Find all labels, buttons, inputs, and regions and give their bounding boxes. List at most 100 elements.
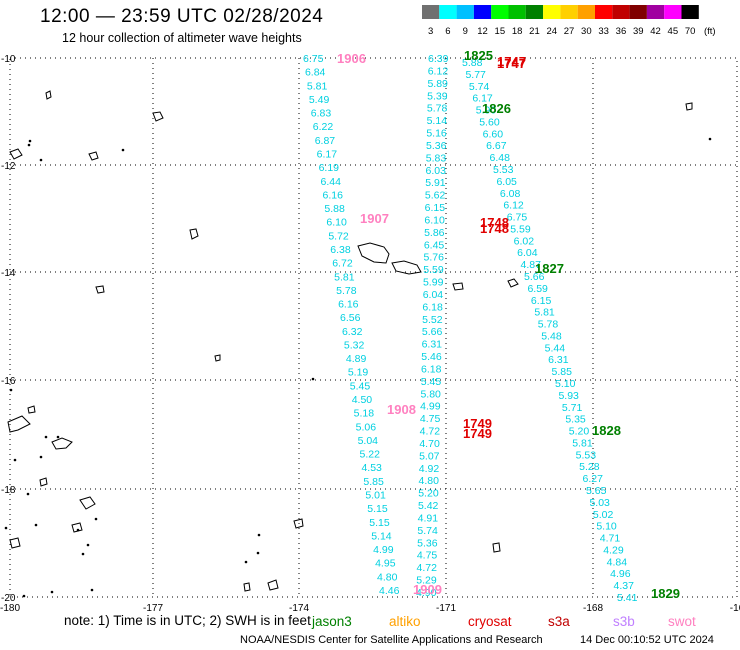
wave-height-value: 6.16 xyxy=(338,299,359,311)
pass-label: 1826 xyxy=(482,101,511,116)
pass-label: 1749 xyxy=(463,426,492,441)
legend-label: 70 xyxy=(685,26,696,37)
island-dot xyxy=(22,594,26,598)
legend-swatch xyxy=(681,5,699,19)
legend-swatch xyxy=(491,5,509,19)
wave-height-value: 4.71 xyxy=(600,533,621,545)
wave-height-value: 5.03 xyxy=(589,497,610,509)
island-dot xyxy=(256,551,260,555)
satellite-label-jason3: jason3 xyxy=(312,614,352,629)
wave-height-value: 6.44 xyxy=(321,176,342,188)
wave-height-value: 6.45 xyxy=(424,239,445,251)
lon-tick-label: -171 xyxy=(436,603,456,614)
pass-label: 1748 xyxy=(480,215,509,230)
lon-tick-label: -177 xyxy=(143,603,163,614)
island-dot xyxy=(76,528,80,532)
wave-height-value: 5.41 xyxy=(617,592,638,604)
pass-label: 1906 xyxy=(337,51,366,66)
wave-height-value: 5.14 xyxy=(371,530,392,542)
wave-height-value: 6.04 xyxy=(423,289,444,301)
wave-height-value: 5.85 xyxy=(363,476,384,488)
island-dot xyxy=(34,523,38,527)
island-fiji-lau-1 xyxy=(7,415,31,433)
island-dot xyxy=(9,388,13,392)
wave-height-value: 5.59 xyxy=(510,223,531,235)
wave-height-value: 5.78 xyxy=(427,103,448,115)
wave-height-value: 6.10 xyxy=(424,214,445,226)
legend-label: 33 xyxy=(598,26,609,37)
island-small-4 xyxy=(95,285,105,294)
wave-height-value: 5.53 xyxy=(493,164,514,176)
legend-swatch xyxy=(439,5,457,19)
wave-height-value: 5.66 xyxy=(524,271,545,283)
wave-height-value: 5.14 xyxy=(427,115,448,127)
wave-height-value: 5.45 xyxy=(350,380,371,392)
legend-swatch xyxy=(525,5,544,19)
wave-height-value: 6.02 xyxy=(514,235,535,247)
pass-label: 1748 xyxy=(480,221,509,236)
lat-tick-label: -20 xyxy=(1,593,16,604)
wave-height-value: 5.80 xyxy=(420,388,441,400)
wave-height-value: 6.27 xyxy=(583,473,604,485)
island-small-5 xyxy=(685,102,693,111)
wave-height-value: 6.48 xyxy=(490,152,511,164)
wave-height-value: 5.88 xyxy=(324,203,345,215)
island-dot xyxy=(4,526,8,530)
pass-label: 1828 xyxy=(592,423,621,438)
island-dot xyxy=(257,533,261,537)
wave-height-value: 5.90 xyxy=(476,105,497,117)
lon-tick-label: -168 xyxy=(583,603,603,614)
legend-label: 9 xyxy=(463,26,468,37)
island-dot xyxy=(50,590,54,594)
wave-height-value: 6.87 xyxy=(315,135,336,147)
wave-height-value: 5.81 xyxy=(534,307,555,319)
satellite-label-s3a: s3a xyxy=(548,614,570,629)
wave-height-value: 6.08 xyxy=(500,188,521,200)
island-tonga-1 xyxy=(293,518,304,529)
wave-height-value: 5.59 xyxy=(423,264,444,276)
island-dot xyxy=(81,552,85,556)
wave-height-value: 4.92 xyxy=(419,463,440,475)
wave-height-value: 6.39 xyxy=(428,53,449,65)
legend-label: 24 xyxy=(546,26,557,37)
wave-height-value: 5.93 xyxy=(558,390,579,402)
island-dot xyxy=(44,435,48,439)
wave-height-value: 5.15 xyxy=(367,503,388,515)
island-fiji-lau-2 xyxy=(51,437,73,450)
wave-height-value: 5.46 xyxy=(421,351,442,363)
island-small-9 xyxy=(27,405,36,414)
wave-height-value: 4.75 xyxy=(420,413,441,425)
wave-height-value: 5.22 xyxy=(360,449,381,461)
wave-height-value: 4.90 xyxy=(416,587,437,599)
wave-height-value: 6.56 xyxy=(340,312,361,324)
wave-height-value: 5.04 xyxy=(358,435,379,447)
wave-height-value: 4.91 xyxy=(418,512,439,524)
track-east: 5.885.775.746.175.905.606.606.676.485.53… xyxy=(462,57,638,604)
lat-tick-label: -14 xyxy=(1,268,16,279)
island-dot xyxy=(90,588,94,592)
wave-height-value: 6.16 xyxy=(322,189,343,201)
wave-height-value: 5.48 xyxy=(541,330,562,342)
pass-label: 1827 xyxy=(535,261,564,276)
wave-height-value: 6.75 xyxy=(303,53,324,65)
legend-label: 3 xyxy=(428,26,433,37)
legend-label: 6 xyxy=(445,26,450,37)
island-dot xyxy=(39,455,43,459)
wave-height-value: 6.17 xyxy=(472,93,493,105)
wave-height-value: 6.12 xyxy=(428,65,449,77)
lon-tick-label: -16 xyxy=(730,603,740,614)
wave-height-value: 5.29 xyxy=(416,575,437,587)
wave-height-value: 5.35 xyxy=(565,414,586,426)
pass-label: 1747 xyxy=(497,54,526,69)
island-tonga-2 xyxy=(267,579,279,591)
wave-height-value: 5.07 xyxy=(419,450,440,462)
wave-height-value: 4.50 xyxy=(352,394,373,406)
wave-height-value: 5.88 xyxy=(462,57,483,69)
wave-height-value: 5.77 xyxy=(465,69,486,81)
wave-height-value: 5.10 xyxy=(596,521,617,533)
island-dot xyxy=(56,435,60,439)
island-fiji-lau-4 xyxy=(9,537,21,549)
pass-label: 1829 xyxy=(651,586,680,601)
satellite-label-swot: swot xyxy=(668,614,696,629)
legend-swatch xyxy=(508,5,526,19)
